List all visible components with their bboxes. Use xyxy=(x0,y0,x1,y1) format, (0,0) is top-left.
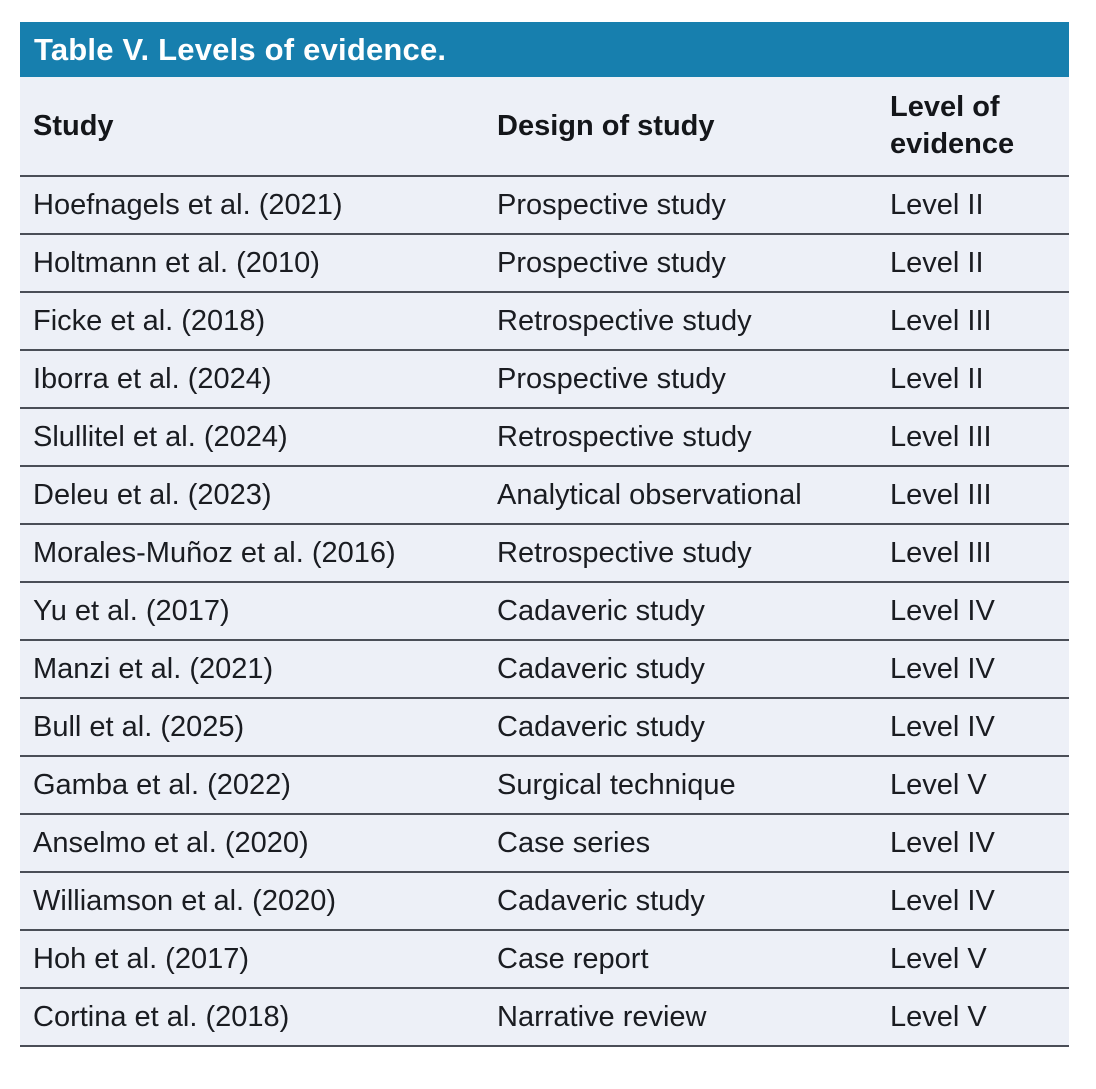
study-cell: Ficke et al. (2018) xyxy=(20,292,484,351)
study-cell: Hoh et al. (2017) xyxy=(20,930,484,989)
table-row: Gamba et al. (2022) Surgical technique L… xyxy=(20,756,1069,815)
level-cell: Level II xyxy=(877,176,1069,235)
table-row: Yu et al. (2017) Cadaveric study Level I… xyxy=(20,582,1069,641)
study-cell: Yu et al. (2017) xyxy=(20,582,484,641)
study-cell: Cortina et al. (2018) xyxy=(20,988,484,1047)
design-cell: Analytical observational xyxy=(484,466,877,525)
design-cell: Cadaveric study xyxy=(484,872,877,931)
study-cell: Morales-Muñoz et al. (2016) xyxy=(20,524,484,583)
design-cell: Prospective study xyxy=(484,350,877,409)
table-row: Anselmo et al. (2020) Case series Level … xyxy=(20,814,1069,873)
level-cell: Level V xyxy=(877,988,1069,1047)
level-cell: Level III xyxy=(877,292,1069,351)
study-cell: Slullitel et al. (2024) xyxy=(20,408,484,467)
level-cell: Level III xyxy=(877,524,1069,583)
table-row: Slullitel et al. (2024) Retrospective st… xyxy=(20,408,1069,467)
table-title: Table V. Levels of evidence. xyxy=(34,31,447,67)
study-cell: Iborra et al. (2024) xyxy=(20,350,484,409)
table-row: Bull et al. (2025) Cadaveric study Level… xyxy=(20,698,1069,757)
table-row: Hoefnagels et al. (2021) Prospective stu… xyxy=(20,176,1069,235)
table-title-banner: Table V. Levels of evidence. xyxy=(20,22,1069,77)
header-row: Study Design of study Level of evidence xyxy=(20,77,1069,177)
study-cell: Gamba et al. (2022) xyxy=(20,756,484,815)
design-cell: Cadaveric study xyxy=(484,640,877,699)
design-cell: Prospective study xyxy=(484,234,877,293)
levels-of-evidence-table: Study Design of study Level of evidence … xyxy=(20,77,1069,1047)
design-cell: Cadaveric study xyxy=(484,698,877,757)
level-cell: Level IV xyxy=(877,582,1069,641)
level-cell: Level IV xyxy=(877,698,1069,757)
study-cell: Holtmann et al. (2010) xyxy=(20,234,484,293)
table-row: Manzi et al. (2021) Cadaveric study Leve… xyxy=(20,640,1069,699)
study-cell: Hoefnagels et al. (2021) xyxy=(20,176,484,235)
table-row: Hoh et al. (2017) Case report Level V xyxy=(20,930,1069,989)
design-cell: Retrospective study xyxy=(484,292,877,351)
level-cell: Level III xyxy=(877,408,1069,467)
table-row: Morales-Muñoz et al. (2016) Retrospectiv… xyxy=(20,524,1069,583)
column-header-design: Design of study xyxy=(484,77,877,177)
study-cell: Manzi et al. (2021) xyxy=(20,640,484,699)
level-cell: Level II xyxy=(877,234,1069,293)
study-cell: Bull et al. (2025) xyxy=(20,698,484,757)
design-cell: Prospective study xyxy=(484,176,877,235)
design-cell: Case series xyxy=(484,814,877,873)
design-cell: Retrospective study xyxy=(484,408,877,467)
level-cell: Level V xyxy=(877,756,1069,815)
column-header-level: Level of evidence xyxy=(877,77,1069,177)
table-row: Iborra et al. (2024) Prospective study L… xyxy=(20,350,1069,409)
study-cell: Anselmo et al. (2020) xyxy=(20,814,484,873)
level-cell: Level III xyxy=(877,466,1069,525)
table-row: Williamson et al. (2020) Cadaveric study… xyxy=(20,872,1069,931)
design-cell: Surgical technique xyxy=(484,756,877,815)
table-row: Holtmann et al. (2010) Prospective study… xyxy=(20,234,1069,293)
design-cell: Cadaveric study xyxy=(484,582,877,641)
design-cell: Case report xyxy=(484,930,877,989)
level-cell: Level II xyxy=(877,350,1069,409)
table-row: Ficke et al. (2018) Retrospective study … xyxy=(20,292,1069,351)
design-cell: Narrative review xyxy=(484,988,877,1047)
study-cell: Deleu et al. (2023) xyxy=(20,466,484,525)
evidence-table-container: Table V. Levels of evidence. Study Desig… xyxy=(20,22,1069,1047)
level-cell: Level IV xyxy=(877,640,1069,699)
table-row: Cortina et al. (2018) Narrative review L… xyxy=(20,988,1069,1047)
column-header-study: Study xyxy=(20,77,484,177)
design-cell: Retrospective study xyxy=(484,524,877,583)
level-cell: Level IV xyxy=(877,814,1069,873)
level-cell: Level V xyxy=(877,930,1069,989)
level-cell: Level IV xyxy=(877,872,1069,931)
study-cell: Williamson et al. (2020) xyxy=(20,872,484,931)
table-row: Deleu et al. (2023) Analytical observati… xyxy=(20,466,1069,525)
